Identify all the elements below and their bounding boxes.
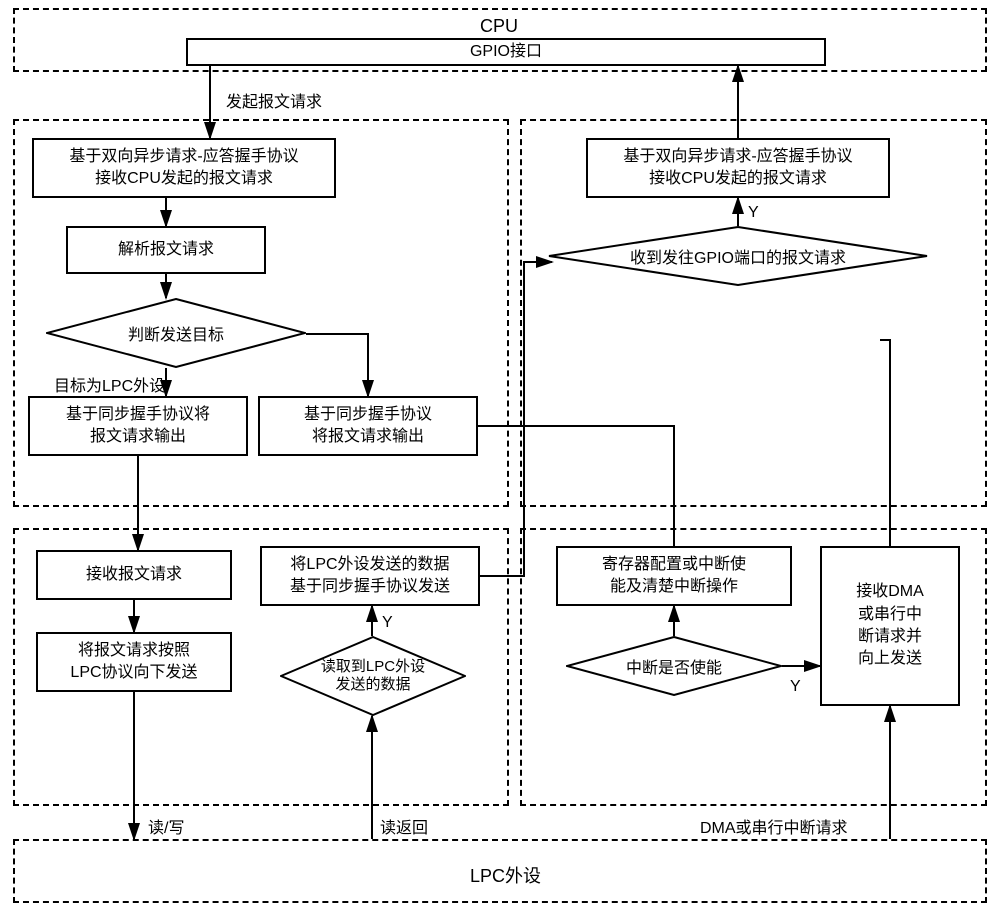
parse-box: 解析报文请求 (66, 226, 266, 274)
lpcdown-box: 将报文请求按照 LPC协议向下发送 (36, 632, 232, 692)
target-diamond-text: 判断发送目标 (46, 298, 306, 368)
readlpc-diamond-text: 读取到LPC外设 发送的数据 (280, 636, 466, 716)
req-label: 发起报文请求 (226, 88, 322, 112)
y2-label: Y (382, 614, 393, 632)
readlpc-diamond: 读取到LPC外设 发送的数据 (280, 636, 466, 716)
sync1-box: 基于同步握手协议将 报文请求输出 (28, 396, 248, 456)
cpu-label: CPU (480, 16, 520, 38)
gpio-diamond: 收到发往GPIO端口的报文请求 (548, 226, 928, 286)
recv1-box: 基于双向异步请求-应答握手协议 接收CPU发起的报文请求 (32, 138, 336, 198)
lpcdev-label: LPC外设 (470, 862, 550, 884)
inten-diamond-text: 中断是否使能 (566, 636, 782, 696)
gpio-box: GPIO接口 (186, 38, 826, 66)
ret-label: 读返回 (380, 814, 428, 838)
recv2-box: 基于双向异步请求-应答握手协议 接收CPU发起的报文请求 (586, 138, 890, 198)
rw-label: 读/写 (148, 814, 184, 838)
dmarecv-box: 接收DMA 或串行中 断请求并 向上发送 (820, 546, 960, 706)
target-lpc-label: 目标为LPC外设 (54, 372, 165, 396)
dma-label: DMA或串行中断请求 (700, 814, 848, 838)
y1-label: Y (748, 204, 759, 222)
recvmsg-box: 接收报文请求 (36, 550, 232, 600)
inten-diamond: 中断是否使能 (566, 636, 782, 696)
gpio-diamond-text: 收到发往GPIO端口的报文请求 (548, 226, 928, 286)
y3-label: Y (790, 678, 801, 696)
target-diamond: 判断发送目标 (46, 298, 306, 368)
sync2-box: 基于同步握手协议 将报文请求输出 (258, 396, 478, 456)
regcfg-box: 寄存器配置或中断使 能及清楚中断操作 (556, 546, 792, 606)
lpcup-box: 将LPC外设发送的数据 基于同步握手协议发送 (260, 546, 480, 606)
